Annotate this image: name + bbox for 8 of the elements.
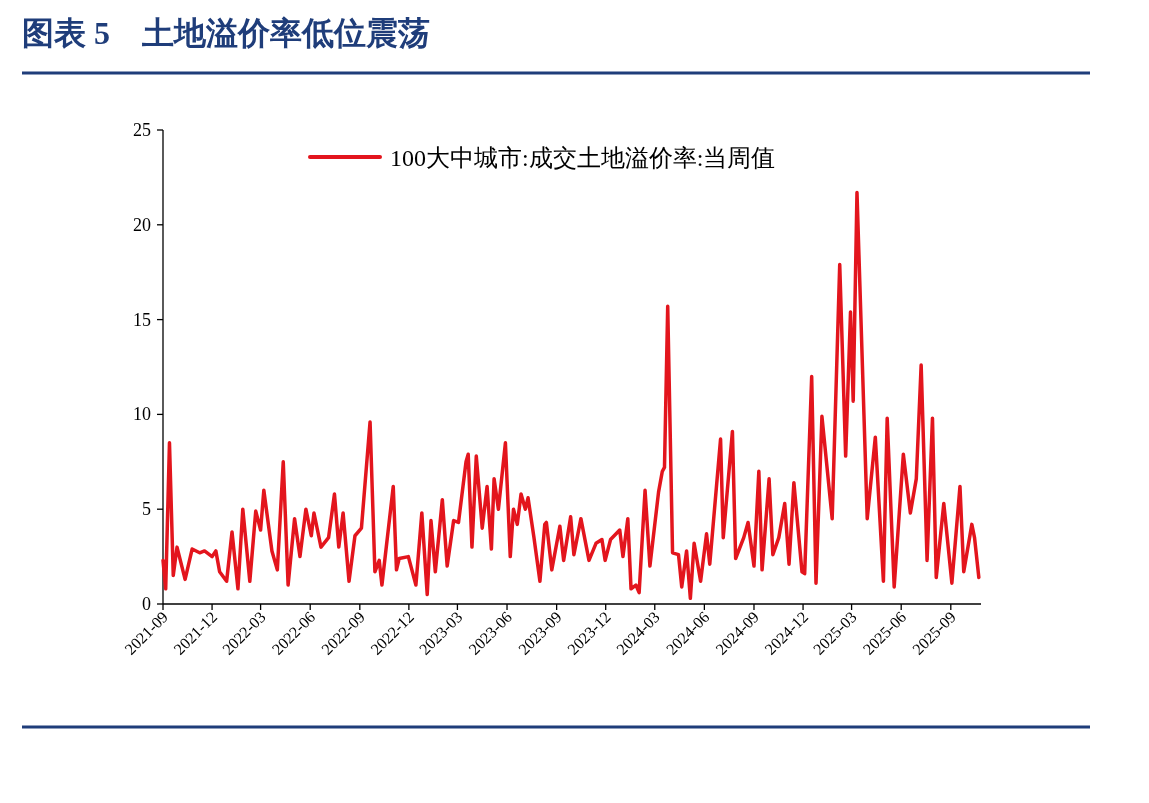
chart-title: 图表 5 土地溢价率低位震荡: [22, 15, 430, 51]
y-tick-label: 20: [133, 214, 151, 235]
y-tick-label: 0: [142, 594, 151, 614]
y-tick-label: 15: [133, 309, 151, 330]
legend-label: 100大中城市:成交土地溢价率:当周值: [390, 145, 776, 171]
y-tick-label: 10: [133, 404, 151, 425]
y-tick-label: 5: [142, 499, 151, 520]
y-tick-label: 25: [133, 120, 151, 140]
